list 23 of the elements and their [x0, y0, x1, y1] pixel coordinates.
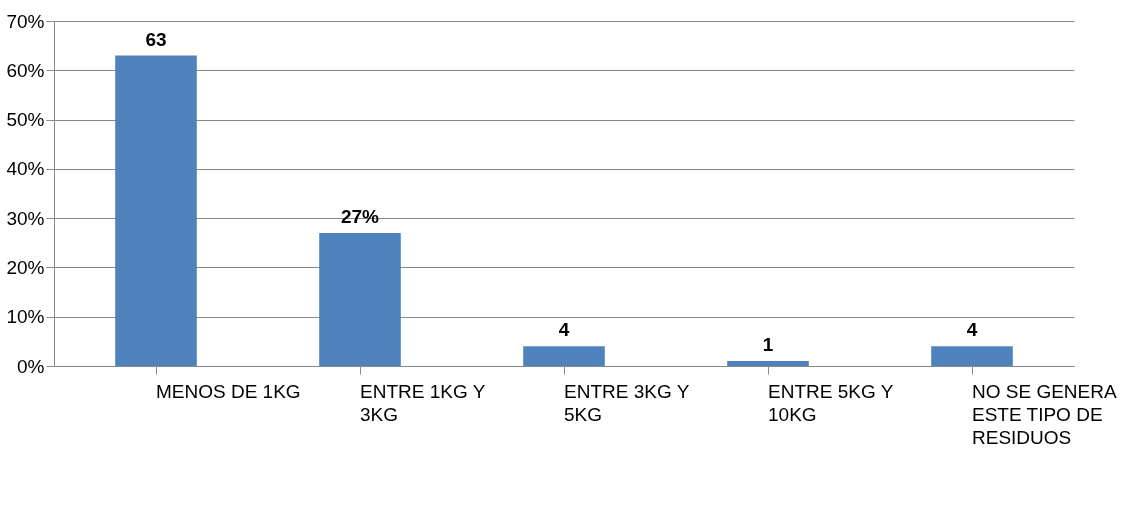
- y-tick-label: 0%: [17, 355, 45, 377]
- x-tick-label: MENOS DE 1KG: [156, 380, 301, 402]
- data-label: 27%: [340, 205, 380, 227]
- data-label: 4: [966, 319, 978, 341]
- data-label: 4: [558, 319, 570, 341]
- bar: [115, 55, 197, 366]
- y-tick-label: 10%: [6, 306, 45, 328]
- y-tick-label: 20%: [6, 256, 45, 278]
- y-tick-label: 40%: [6, 158, 45, 180]
- y-tick-label: 70%: [6, 10, 45, 32]
- y-tick-label: 60%: [6, 59, 45, 81]
- bar: [319, 232, 401, 366]
- data-label: 63: [145, 28, 167, 50]
- bar: [931, 346, 1013, 366]
- bar: [523, 346, 605, 366]
- data-label: 1: [762, 334, 774, 356]
- bar: [727, 361, 809, 366]
- x-tick-label: NO SE GENERA ESTE TIPO DE RESIDUOS: [972, 380, 1117, 448]
- y-tick-label: 30%: [6, 207, 45, 229]
- y-tick-label: 50%: [6, 109, 45, 131]
- x-tick-label: ENTRE 1KG Y 3KG: [360, 380, 486, 425]
- x-tick-label: ENTRE 3KG Y 5KG: [564, 380, 690, 425]
- x-tick-label: ENTRE 5KG Y 10KG: [768, 380, 894, 425]
